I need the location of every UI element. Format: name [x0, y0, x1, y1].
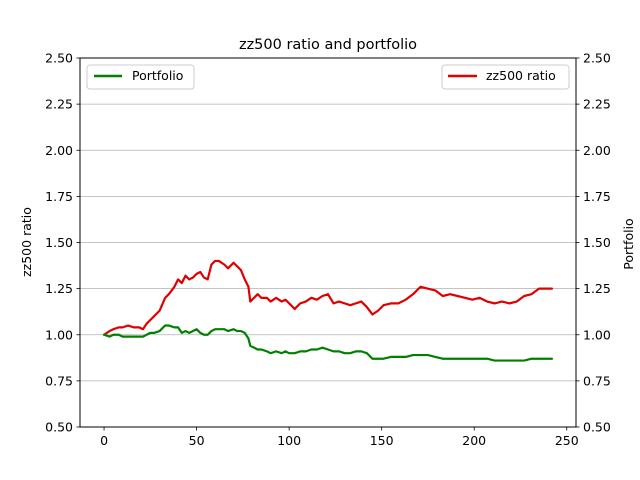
y-right-tick-label: 2.25 [583, 97, 611, 112]
y-left-tick-label: 1.50 [45, 235, 73, 250]
y-right-tick-label: 1.00 [583, 327, 611, 342]
y-right-tick-label: 1.75 [583, 189, 611, 204]
x-tick-label: 100 [277, 433, 301, 448]
y-right-tick-label: 1.50 [583, 235, 611, 250]
plot-area [102, 259, 554, 362]
y-left-axis-label: zz500 ratio [19, 207, 34, 277]
y-left-tick-label: 2.00 [45, 143, 73, 158]
y-right-tick-label: 0.75 [583, 373, 611, 388]
y-right-tick-label: 1.25 [583, 281, 611, 296]
series-line-zz500-ratio [102, 259, 554, 336]
legend-portfolio-label: Portfolio [132, 68, 183, 83]
legend-portfolio-box [86, 64, 195, 90]
legend-zz500-ratio-box [441, 64, 570, 90]
y-right-axis-label: Portfolio [621, 218, 636, 269]
legend-portfolio: Portfolio [86, 64, 195, 90]
y-right-tick-label: 0.50 [583, 420, 611, 435]
x-tick-label: 50 [189, 433, 205, 448]
series-line-portfolio [102, 324, 554, 362]
y-left-tick-label: 0.75 [45, 373, 73, 388]
y-left-tick-label: 1.25 [45, 281, 73, 296]
y-right-tick-label: 2.00 [583, 143, 611, 158]
y-left-tick-label: 2.25 [45, 97, 73, 112]
x-tick-label: 150 [370, 433, 394, 448]
y-right-tick-label: 2.50 [583, 51, 611, 66]
legend-zz500-ratio-label: zz500 ratio [486, 68, 556, 83]
y-left-tick-label: 2.50 [45, 51, 73, 66]
legend-zz500-ratio: zz500 ratio [441, 64, 570, 90]
x-tick-label: 250 [555, 433, 579, 448]
x-tick-label: 0 [100, 433, 108, 448]
chart-title: zz500 ratio and portfolio [239, 37, 417, 53]
tick-marks [76, 57, 580, 431]
y-left-tick-label: 0.50 [45, 420, 73, 435]
y-left-tick-label: 1.00 [45, 327, 73, 342]
y-left-tick-label: 1.75 [45, 189, 73, 204]
x-tick-label: 200 [462, 433, 486, 448]
